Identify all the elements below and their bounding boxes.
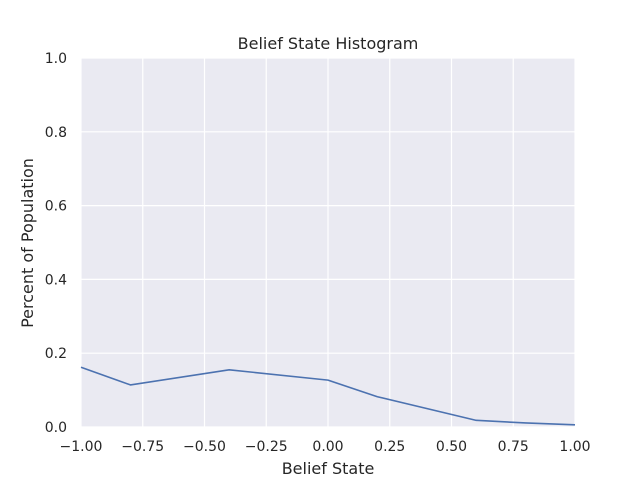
x-tick-label: −1.00	[60, 439, 103, 455]
x-tick-label: 0.75	[498, 439, 529, 455]
y-tick-label: 0.0	[45, 420, 67, 436]
x-tick-label: 0.50	[436, 439, 467, 455]
chart-title: Belief State Histogram	[238, 34, 419, 53]
x-tick-label: 1.00	[559, 439, 590, 455]
y-tick-labels: 0.0 0.2 0.4 0.6 0.8 1.0	[45, 51, 67, 436]
x-tick-label: −0.50	[183, 439, 226, 455]
series-line	[80, 366, 576, 426]
y-tick-label: 1.0	[45, 51, 67, 67]
x-tick-label: 0.25	[374, 439, 405, 455]
x-tick-label: 0.00	[312, 439, 343, 455]
grid	[80, 57, 576, 428]
y-tick-label: 0.6	[45, 199, 67, 215]
x-tick-labels: −1.00 −0.75 −0.50 −0.25 0.00 0.25 0.50 0.75 1.00	[60, 439, 591, 455]
x-axis-label: Belief State	[282, 459, 375, 478]
x-tick-label: −0.25	[245, 439, 288, 455]
y-tick-label: 0.4	[45, 272, 67, 288]
x-tick-label: −0.75	[121, 439, 164, 455]
y-axis-label: Percent of Population	[18, 158, 37, 328]
y-tick-label: 0.2	[45, 346, 67, 362]
series-layer	[80, 366, 576, 426]
y-tick-label: 0.8	[45, 125, 67, 141]
